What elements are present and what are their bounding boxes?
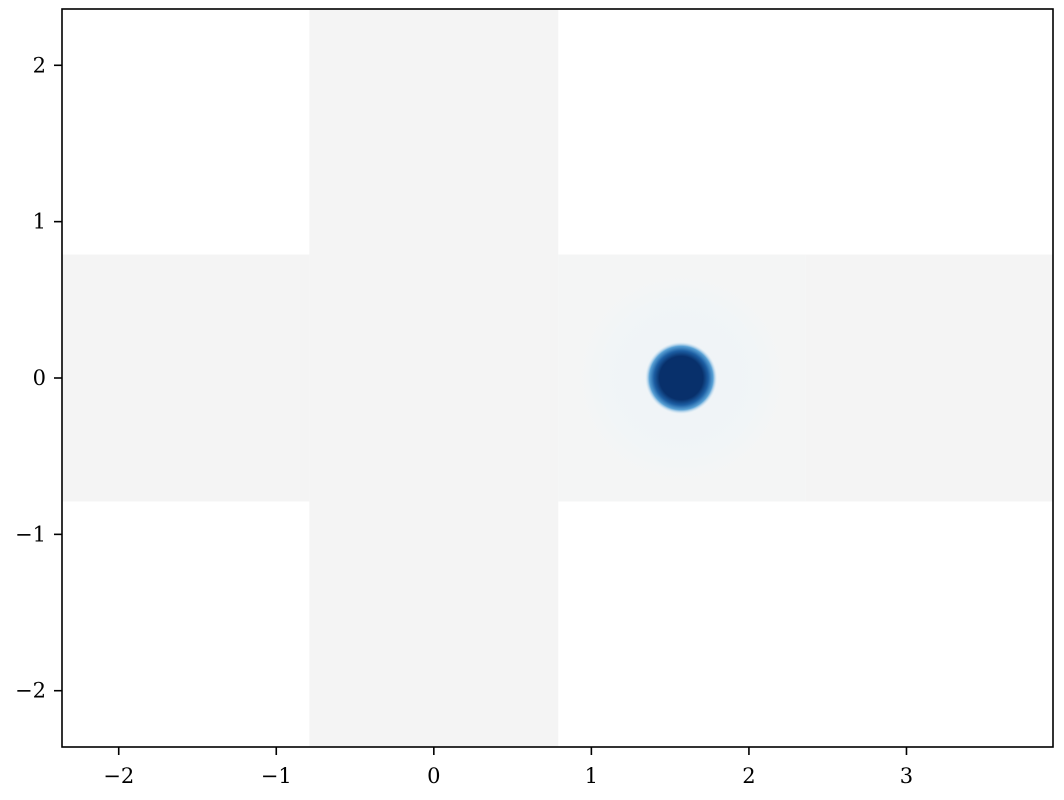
heatmap-blobs xyxy=(567,264,795,492)
y-tick-label: 2 xyxy=(33,53,46,77)
blob-peak xyxy=(645,341,718,415)
region-center-column xyxy=(309,9,559,747)
y-tick-label: 1 xyxy=(33,210,46,234)
x-tick-label: 0 xyxy=(427,764,440,788)
x-axis-ticks: −2 −1 0 1 2 3 xyxy=(103,747,913,788)
x-tick-label: 2 xyxy=(742,764,755,788)
x-tick-label: −1 xyxy=(261,764,292,788)
x-tick-label: −2 xyxy=(103,764,134,788)
region-left-arm xyxy=(62,254,310,502)
x-tick-label: 3 xyxy=(900,764,913,788)
region-far-right-arm xyxy=(805,254,1053,502)
y-tick-label: −2 xyxy=(15,679,46,703)
y-axis-ticks: −2 −1 0 1 2 xyxy=(15,53,62,703)
y-tick-label: −1 xyxy=(15,522,46,546)
y-tick-label: 0 xyxy=(33,366,46,390)
x-tick-label: 1 xyxy=(585,764,598,788)
